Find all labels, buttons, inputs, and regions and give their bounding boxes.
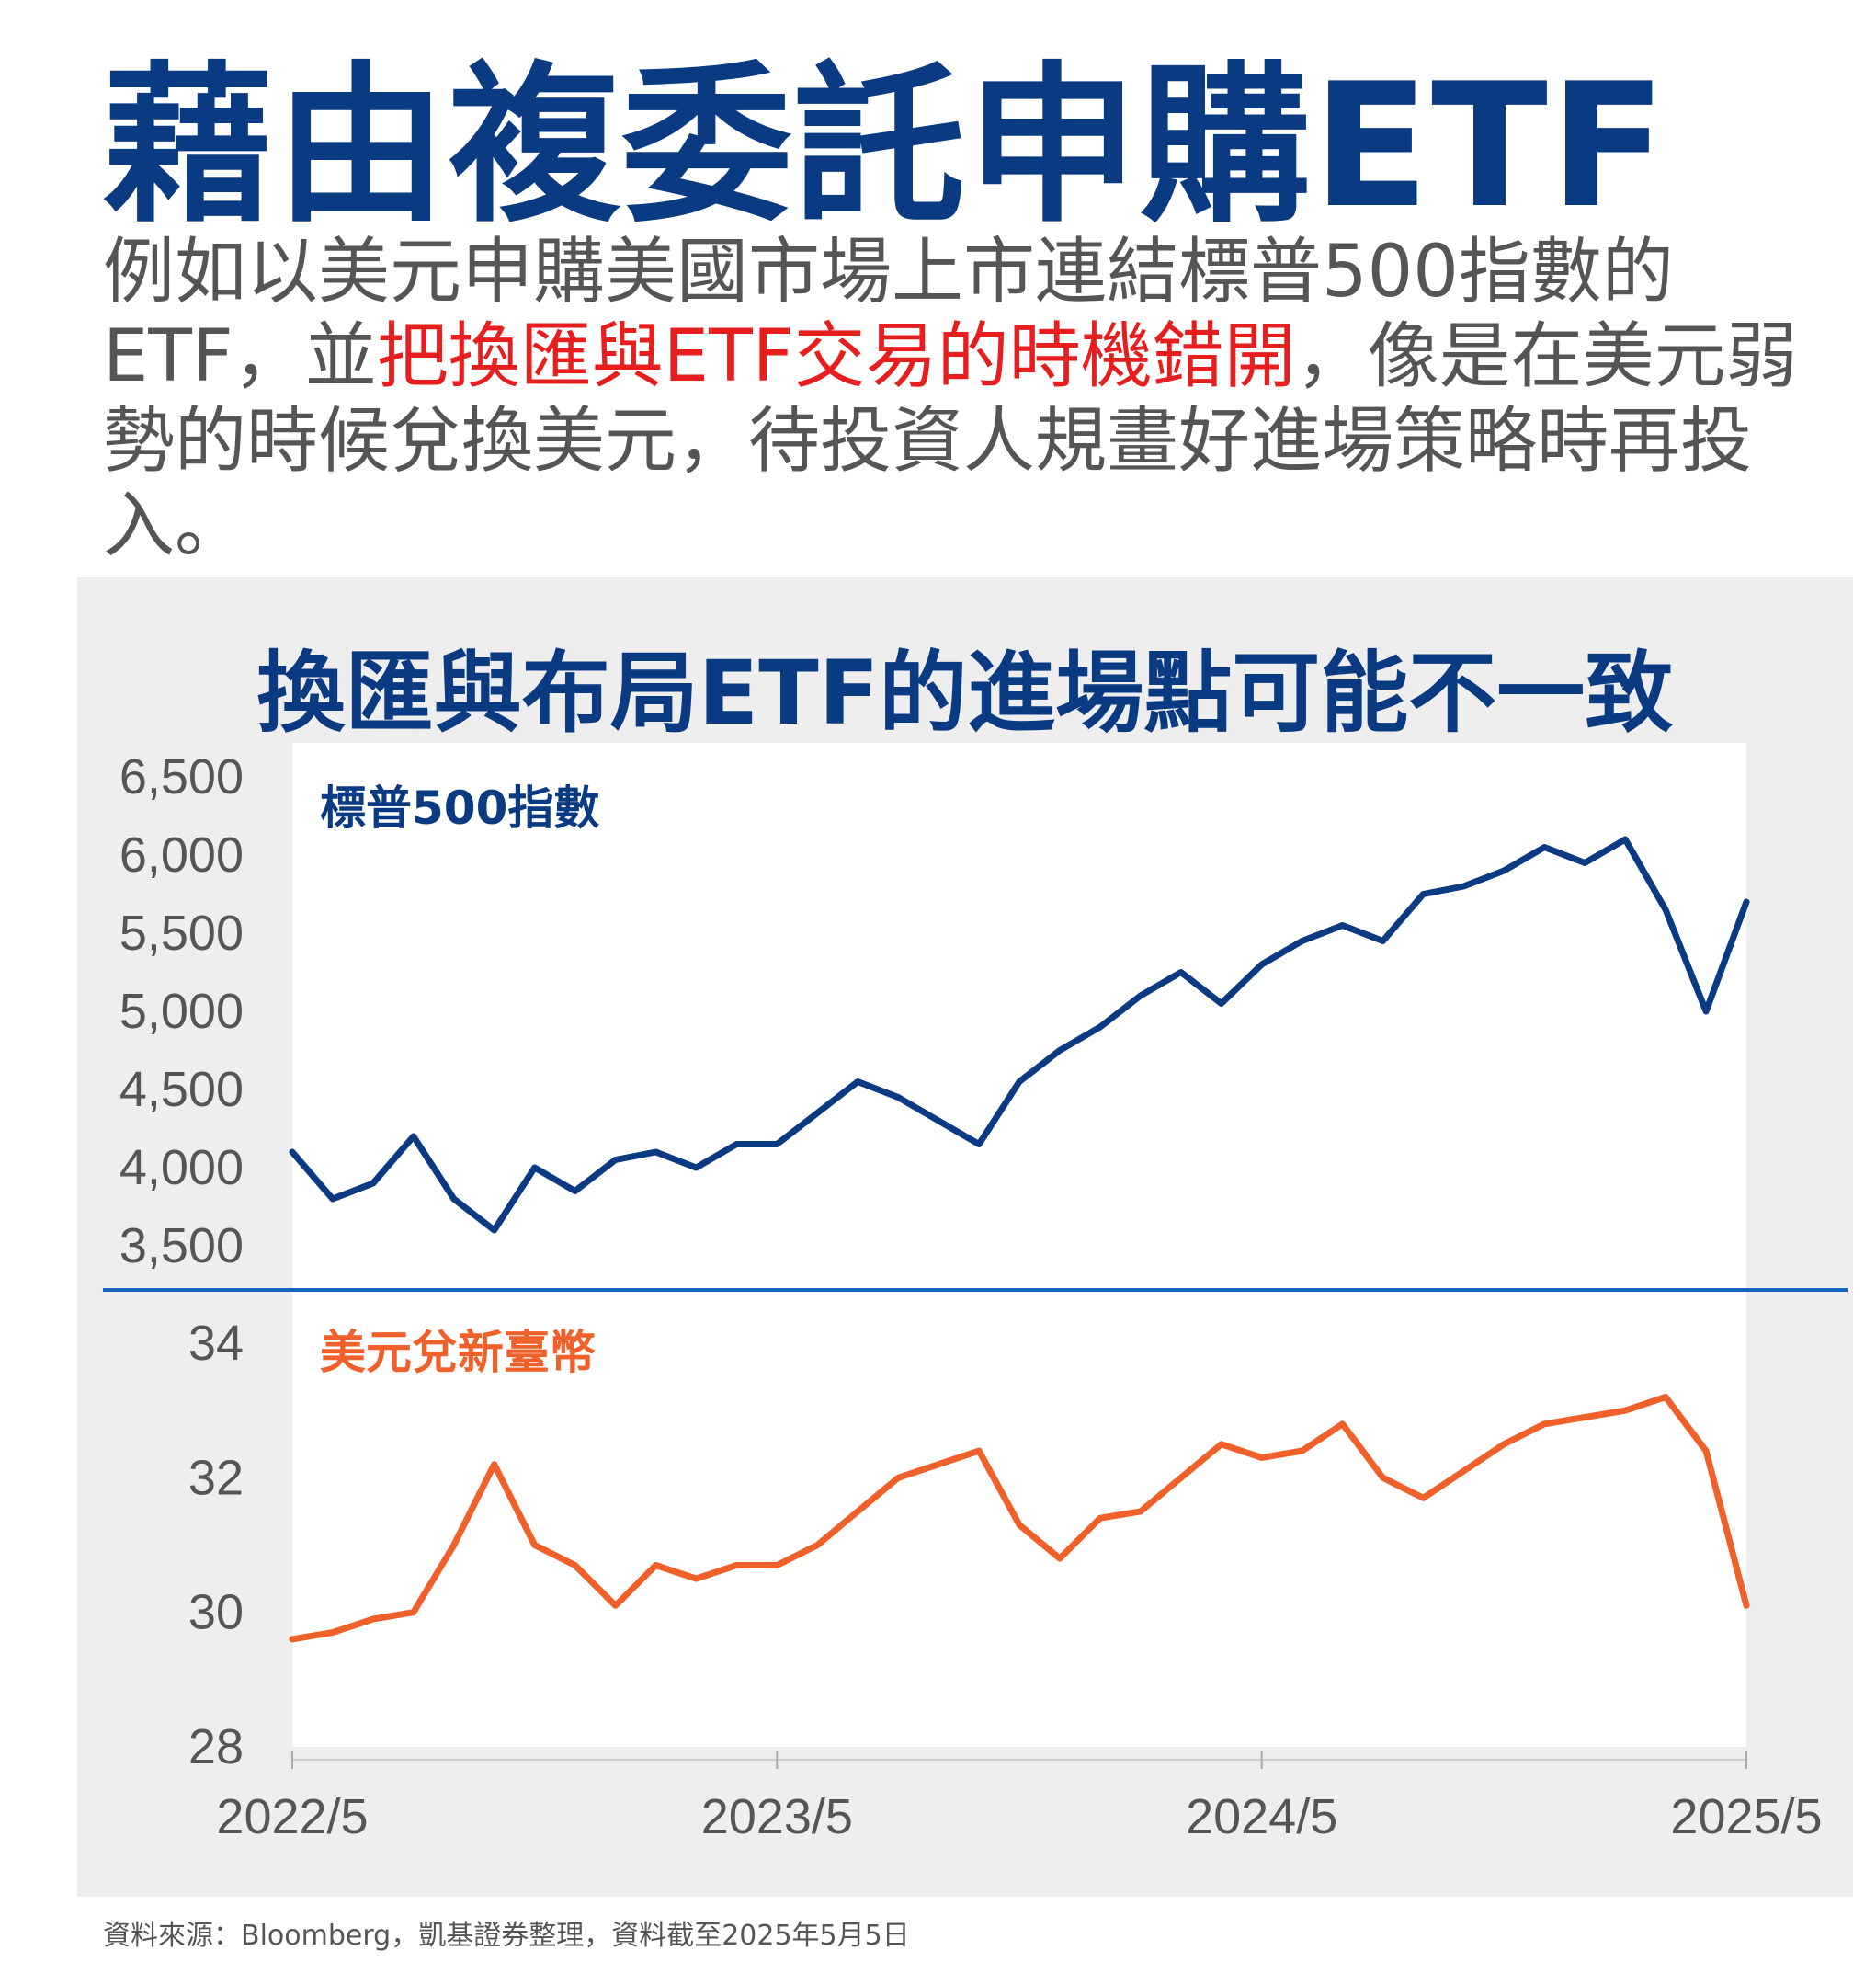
body-text-part2: ，像是在美元弱勢的時候兌換美元，待投資人規畫好進場策略時再投入。 bbox=[103, 315, 1798, 567]
y-tick-label: 6,000 bbox=[119, 827, 244, 883]
y-tick-label: 4,500 bbox=[119, 1062, 244, 1117]
x-tick-label: 2022/5 bbox=[216, 1789, 368, 1844]
y-tick-label: 5,500 bbox=[119, 906, 244, 961]
usdtwd-line bbox=[289, 1394, 1750, 1643]
x-tick-label: 2025/5 bbox=[1670, 1789, 1822, 1844]
chart-title: 換匯與布局ETF的進場點可能不一致 bbox=[256, 642, 1674, 745]
y-tick-label: 34 bbox=[188, 1316, 244, 1371]
x-tick-label: 2024/5 bbox=[1186, 1789, 1337, 1844]
y-tick-label: 32 bbox=[188, 1450, 244, 1505]
y-tick-label: 28 bbox=[188, 1719, 244, 1774]
plot-area bbox=[292, 743, 1746, 1747]
x-tick-label: 2023/5 bbox=[701, 1789, 853, 1844]
y-tick-label: 4,000 bbox=[119, 1140, 244, 1195]
body-text: 例如以美元申購美國市場上市連結標普500指數的ETF，並把換匯與ETF交易的時機… bbox=[103, 230, 1849, 568]
body-text-highlight: 把換匯與ETF交易的時機錯開 bbox=[376, 315, 1296, 398]
y-tick-label: 5,000 bbox=[119, 984, 244, 1039]
series-label: 標普500指數 bbox=[320, 781, 599, 835]
y-tick-label: 30 bbox=[188, 1585, 244, 1640]
source-note: 資料來源：Bloomberg，凱基證券整理，資料截至2025年5月5日 bbox=[103, 1920, 910, 1952]
headline: 藉由複委託申購ETF bbox=[103, 46, 1668, 245]
y-tick-label: 6,500 bbox=[119, 749, 244, 804]
body-text-part1: 例如以美元申購美國市場上市連結標普500指數的ETF，並 bbox=[103, 231, 1674, 398]
series-label: 美元兌新臺幣 bbox=[320, 1326, 596, 1379]
sp500-line bbox=[289, 836, 1750, 1234]
y-tick-label: 3,500 bbox=[119, 1218, 244, 1273]
